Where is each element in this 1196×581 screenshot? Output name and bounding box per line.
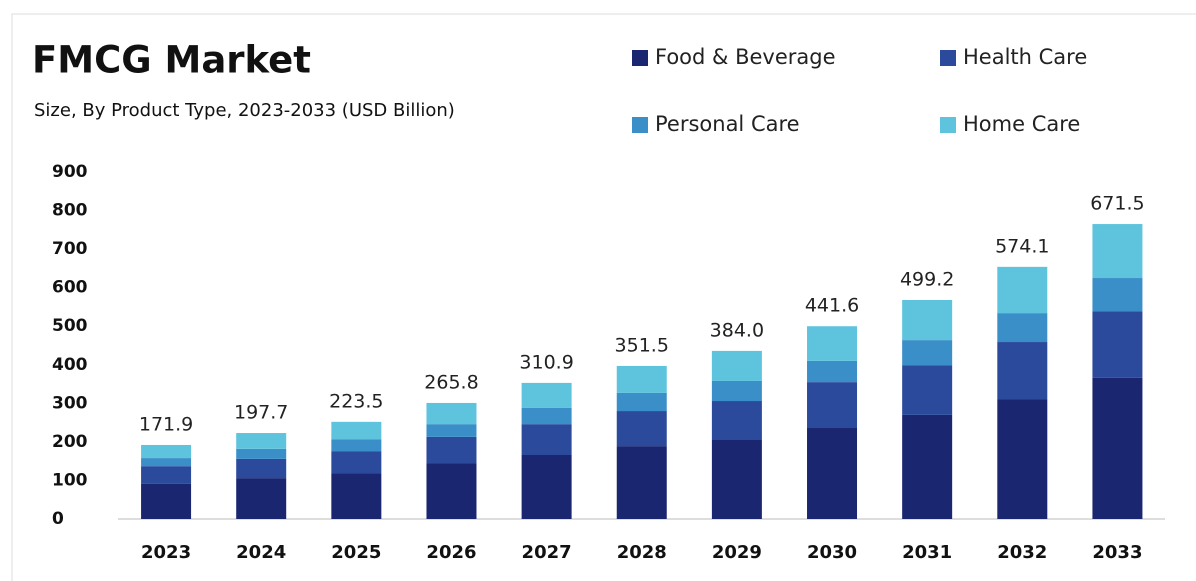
bar-segment (141, 483, 192, 519)
bar-segment (807, 382, 858, 429)
bar-segment (521, 407, 572, 425)
bar-segment (807, 360, 858, 383)
x-tick-label: 2030 (807, 542, 857, 563)
chart-title: FMCG Market (32, 39, 311, 82)
total-label: 197.7 (234, 402, 288, 424)
bar-segment (807, 326, 858, 361)
bar-segment (902, 340, 953, 366)
y-tick-label: 700 (52, 239, 88, 259)
bar-segment (1092, 311, 1143, 378)
x-tick-label: 2025 (331, 542, 381, 563)
bar-segment (426, 436, 477, 464)
bar-segment (141, 466, 192, 484)
y-tick-label: 400 (52, 355, 88, 375)
total-label: 441.6 (805, 295, 859, 317)
legend-label: Food & Beverage (655, 45, 836, 69)
y-tick-label: 800 (52, 201, 88, 221)
x-tick-label: 2023 (141, 542, 191, 563)
bar-segment (902, 365, 953, 415)
total-label: 384.0 (710, 319, 764, 341)
total-label: 574.1 (995, 235, 1049, 257)
bar-segment (1092, 377, 1143, 519)
bar-segment (521, 454, 572, 519)
legend-label: Health Care (963, 45, 1087, 69)
total-label: 351.5 (615, 334, 669, 356)
bar-segment (711, 380, 762, 402)
total-label: 171.9 (139, 413, 193, 435)
y-tick-label: 500 (52, 316, 88, 336)
bar-segment (141, 458, 192, 467)
legend-label: Personal Care (655, 112, 800, 136)
bar-segment (902, 300, 953, 341)
bar-segment (331, 451, 382, 474)
x-tick-label: 2028 (617, 542, 667, 563)
bar-segment (1092, 278, 1143, 312)
bar-segment (807, 428, 858, 519)
bar-segment (711, 350, 762, 381)
chart-subtitle: Size, By Product Type, 2023-2033 (USD Bi… (34, 100, 455, 121)
total-label: 499.2 (900, 269, 954, 291)
bar-segment (521, 424, 572, 455)
bar-segment (521, 382, 572, 408)
total-label: 223.5 (329, 390, 383, 412)
legend-swatch (940, 50, 956, 66)
bar-segment (236, 458, 287, 479)
y-tick-label: 600 (52, 278, 88, 298)
legend-swatch (940, 117, 956, 133)
total-label: 671.5 (1090, 193, 1144, 215)
bar-segment (997, 313, 1048, 343)
bar-segment (616, 446, 667, 519)
bar-segment (711, 401, 762, 440)
bar-segment (616, 365, 667, 393)
x-tick-label: 2032 (997, 542, 1047, 563)
bar-segment (1092, 224, 1143, 279)
bar-segment (141, 444, 192, 459)
bar-segment (902, 414, 953, 519)
x-tick-label: 2024 (236, 542, 286, 563)
legend-label: Home Care (963, 112, 1080, 136)
bar-segment (426, 424, 477, 437)
bar-segment (236, 478, 287, 519)
x-tick-label: 2026 (426, 542, 476, 563)
y-tick-label: 300 (52, 393, 88, 413)
x-tick-label: 2033 (1092, 542, 1142, 563)
bar-segment (236, 448, 287, 459)
y-tick-label: 0 (52, 509, 64, 529)
bar-segment (997, 399, 1048, 519)
bar-segment (616, 392, 667, 412)
y-tick-label: 900 (52, 162, 88, 182)
bar-segment (331, 439, 382, 452)
total-label: 265.8 (424, 371, 478, 393)
bar-segment (616, 411, 667, 447)
bar-segment (236, 433, 287, 449)
bar-segment (426, 463, 477, 519)
bar-segment (997, 266, 1048, 314)
legend-swatch (632, 50, 648, 66)
y-tick-label: 100 (52, 470, 88, 490)
legend-swatch (632, 117, 648, 133)
y-tick-label: 200 (52, 432, 88, 452)
bar-segment (711, 439, 762, 519)
x-tick-label: 2031 (902, 542, 952, 563)
x-tick-label: 2029 (712, 542, 762, 563)
bar-segment (426, 402, 477, 425)
bar-segment (997, 342, 1048, 400)
bar-segment (331, 473, 382, 519)
x-tick-label: 2027 (522, 542, 572, 563)
bar-segment (331, 421, 382, 440)
total-label: 310.9 (519, 351, 573, 373)
